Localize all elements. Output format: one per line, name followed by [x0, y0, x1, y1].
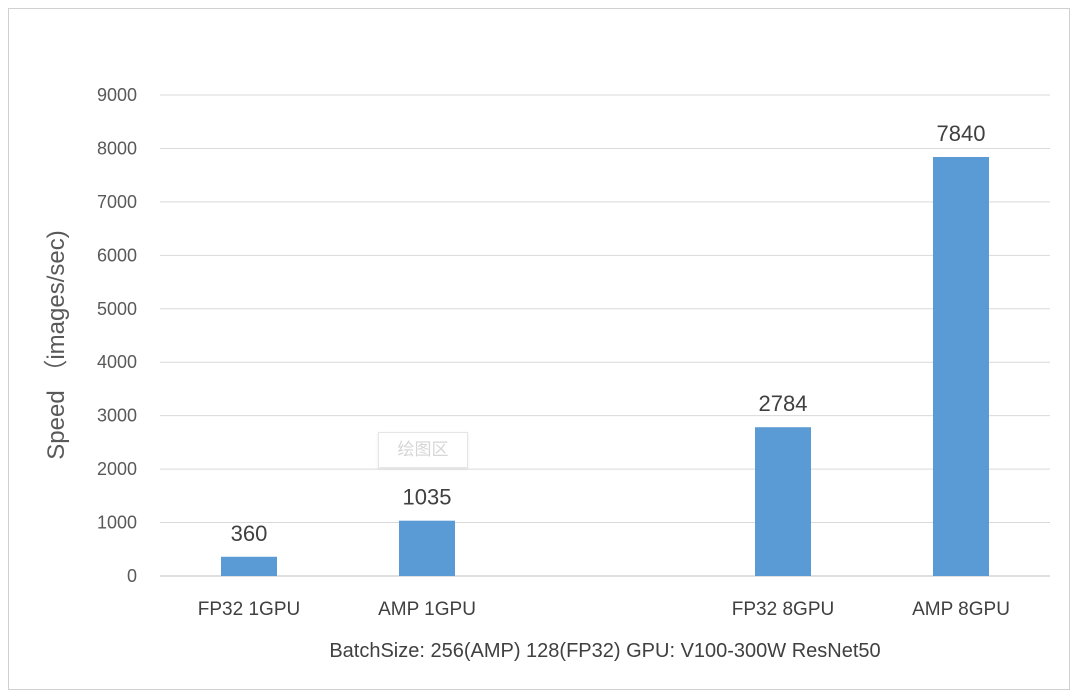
y-tick-labels: 0 1000 2000 3000 4000 5000 6000 7000 8000 9000	[97, 85, 137, 586]
plot-area-tooltip: 绘图区	[378, 432, 468, 468]
category-label: AMP 8GPU	[912, 599, 1010, 620]
y-tick-label: 6000	[97, 245, 137, 265]
gridlines	[160, 94, 1050, 577]
y-tick-label: 8000	[97, 138, 137, 158]
bar-amp-8gpu	[933, 156, 989, 577]
data-label: 1035	[403, 485, 452, 510]
data-label: 7840	[937, 121, 986, 146]
category-label: AMP 1GPU	[378, 599, 476, 620]
data-labels: 360 1035 2784 7840	[231, 121, 986, 546]
category-label: FP32 8GPU	[732, 599, 834, 620]
y-tick-label: 5000	[97, 299, 137, 319]
bar-fp32-8gpu	[755, 427, 811, 576]
bar-fp32-1gpu	[221, 556, 277, 576]
data-label: 2784	[759, 391, 808, 416]
y-tick-label: 9000	[97, 85, 137, 105]
y-axis-title: Speed （images/sec)	[43, 230, 70, 459]
y-tick-label: 1000	[97, 513, 137, 533]
bar-amp-1gpu	[399, 520, 455, 576]
x-axis-title: BatchSize: 256(AMP) 128(FP32) GPU: V100-…	[329, 640, 880, 662]
y-tick-label: 0	[127, 566, 137, 586]
bars	[221, 156, 989, 577]
y-tick-label: 7000	[97, 192, 137, 212]
category-label: FP32 1GPU	[198, 599, 300, 620]
data-label: 360	[231, 521, 268, 546]
y-tick-label: 2000	[97, 459, 137, 479]
y-tick-label: 4000	[97, 352, 137, 372]
y-tick-label: 3000	[97, 406, 137, 426]
category-labels: FP32 1GPU AMP 1GPU FP32 8GPU AMP 8GPU	[198, 599, 1010, 620]
